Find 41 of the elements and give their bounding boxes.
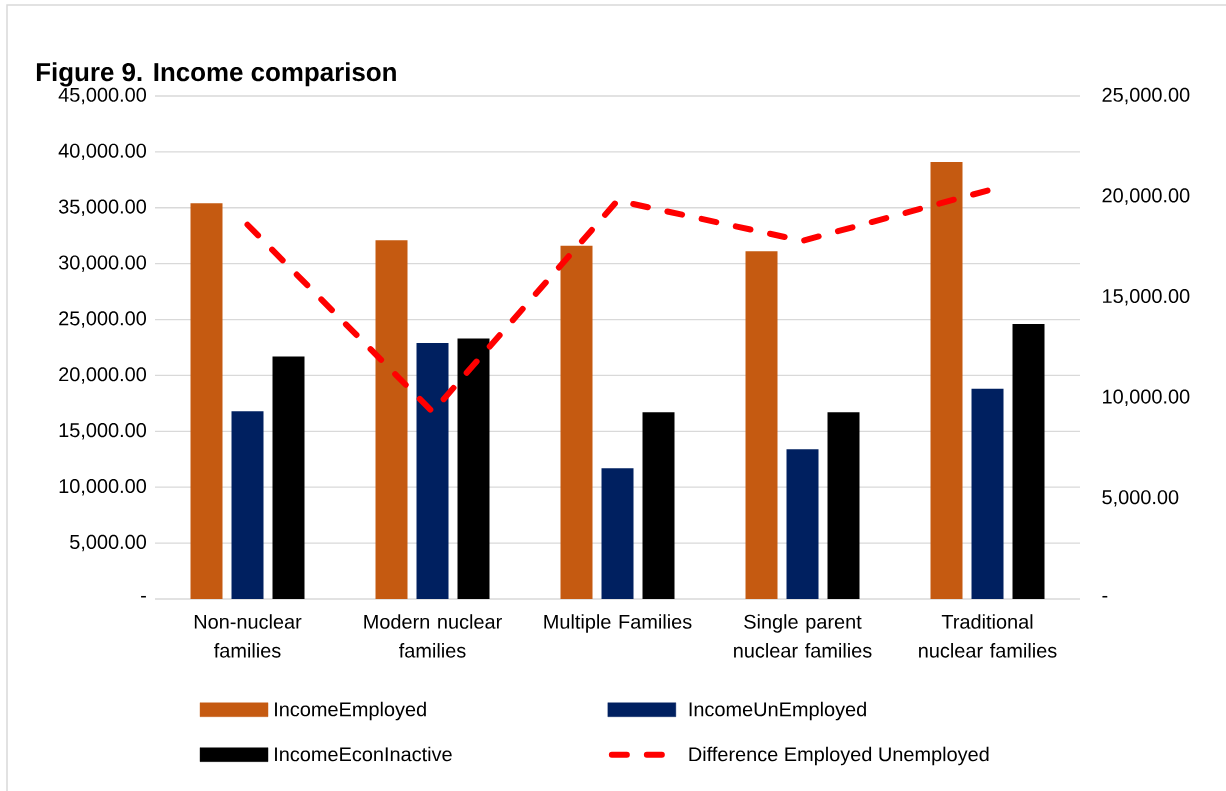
y2-tick-label: - [1102,595,1108,598]
y-tick-label: 20,000.00 [59,367,147,384]
y-tick-label: 10,000.00 [59,478,147,496]
y-tick-label: 15,000.00 [59,423,147,440]
legend-label: IncomeUnEmployed [689,701,866,721]
y-tick-label: 45,000.00 [58,87,147,105]
bar [560,245,593,599]
y-tick-label: 40,000.00 [58,143,147,161]
y-tick-label: 5,000.00 [70,534,147,552]
legend-label: Difference Employed Unemployed [689,746,989,766]
y-tick-label: 35,000.00 [58,199,147,216]
y2-tick-label: 20,000.00 [1102,188,1190,205]
bar [745,251,778,599]
y2-tick-label: 10,000.00 [1103,389,1190,407]
bar [1012,324,1045,599]
x-tick-label: Traditional nuclear families [919,614,1057,658]
x-tick-label: Single parent nuclear families [734,614,872,658]
bar [827,412,860,599]
y2-tick-label: 5,000.00 [1102,490,1179,507]
y-tick-label: - [141,595,146,598]
y-tick-label: 30,000.00 [58,255,147,272]
bar [457,338,490,599]
bar [786,449,819,599]
bar [642,412,675,599]
bar [416,343,449,599]
x-tick-label: Modern nuclear families [364,614,502,658]
legend-label: IncomeEmployed [275,701,426,721]
x-tick-label: Non-nuclear families [194,614,302,658]
chart-title: Figure 9. Income comparison [36,62,396,87]
x-tick-label: Multiple Families [544,614,692,633]
bar [231,411,264,599]
bar [971,388,1004,599]
y-tick-label: 25,000.00 [59,311,147,328]
bar [375,240,408,599]
bar [930,161,963,599]
y2-tick-label: 15,000.00 [1103,288,1190,306]
bar [601,468,634,599]
legend-label: IncomeEconInactive [275,746,452,762]
bar [272,356,305,599]
y2-tick-label: 25,000.00 [1102,87,1190,105]
bar [190,203,223,599]
